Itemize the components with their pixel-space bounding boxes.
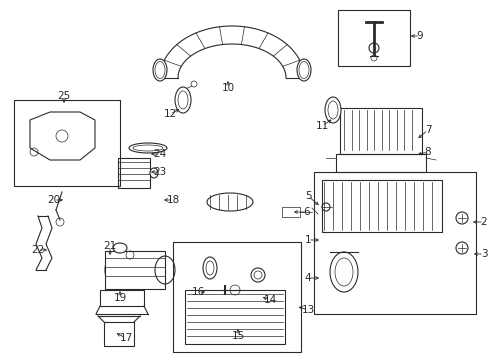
- Text: 2: 2: [480, 217, 487, 227]
- Text: 21: 21: [103, 241, 116, 251]
- Text: 24: 24: [153, 149, 166, 159]
- Text: 13: 13: [301, 305, 314, 315]
- Text: 1: 1: [304, 235, 311, 245]
- Bar: [184, 290, 285, 344]
- Bar: [282, 207, 299, 217]
- Bar: [313, 172, 475, 314]
- Ellipse shape: [175, 87, 191, 113]
- Bar: [14, 100, 120, 186]
- Text: 5: 5: [304, 191, 311, 201]
- Bar: [100, 290, 143, 306]
- Text: 6: 6: [303, 207, 310, 217]
- Bar: [321, 180, 441, 232]
- Ellipse shape: [325, 97, 340, 123]
- Ellipse shape: [113, 243, 127, 253]
- Text: 22: 22: [31, 245, 44, 255]
- Bar: [105, 251, 164, 289]
- Bar: [104, 322, 134, 346]
- Text: 11: 11: [315, 121, 328, 131]
- Text: 14: 14: [263, 295, 276, 305]
- Text: 20: 20: [47, 195, 61, 205]
- Text: 8: 8: [424, 147, 430, 157]
- Bar: [118, 158, 150, 188]
- Text: 18: 18: [166, 195, 179, 205]
- Text: 10: 10: [221, 83, 234, 93]
- Text: 4: 4: [304, 273, 311, 283]
- Text: 15: 15: [231, 331, 244, 341]
- Ellipse shape: [153, 59, 167, 81]
- Text: 9: 9: [416, 31, 423, 41]
- Bar: [335, 154, 425, 172]
- Bar: [339, 108, 421, 154]
- Bar: [337, 10, 409, 66]
- Text: 19: 19: [113, 293, 126, 303]
- Text: 25: 25: [57, 91, 70, 101]
- Text: 23: 23: [153, 167, 166, 177]
- Text: 17: 17: [119, 333, 132, 343]
- Bar: [173, 242, 301, 352]
- Text: 16: 16: [191, 287, 204, 297]
- Ellipse shape: [150, 168, 158, 178]
- Text: 7: 7: [424, 125, 430, 135]
- Text: 12: 12: [163, 109, 176, 119]
- Text: 3: 3: [480, 249, 487, 259]
- Ellipse shape: [296, 59, 310, 81]
